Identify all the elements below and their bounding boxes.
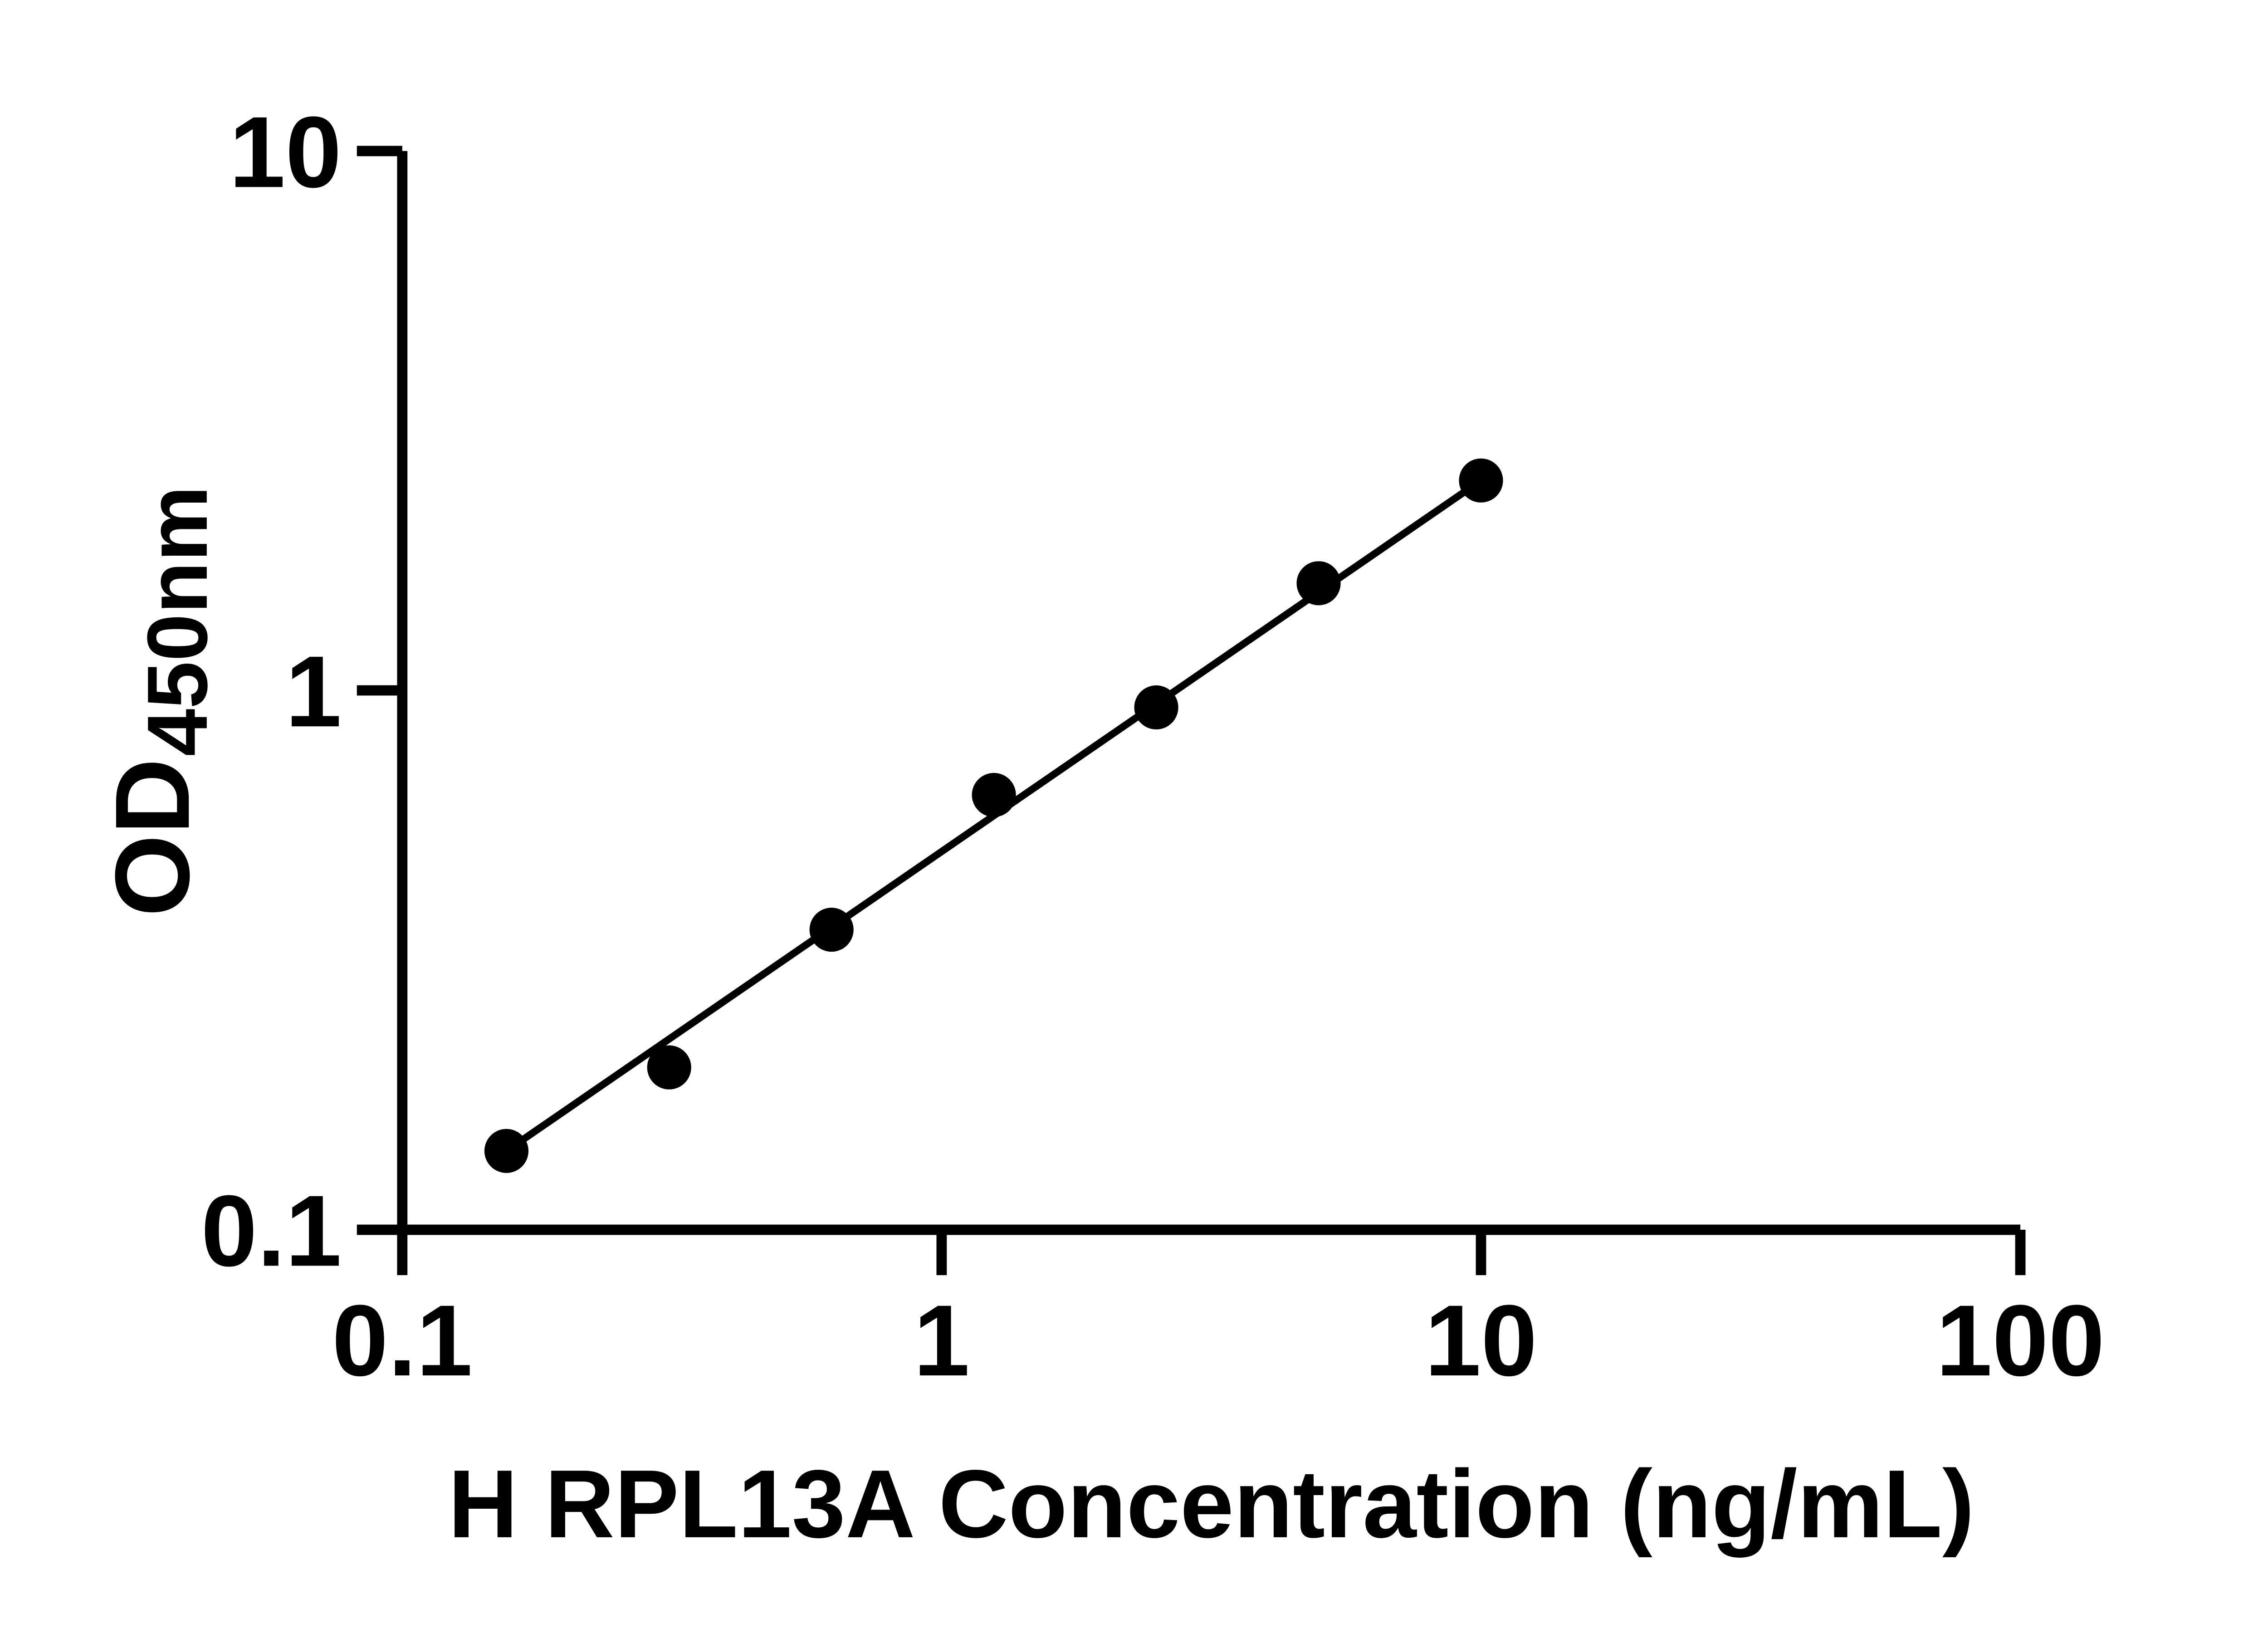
data-point [1134, 685, 1178, 730]
y-axis-title-subscript: 450nm [130, 486, 225, 756]
y-tick-label: 0.1 [201, 1174, 342, 1287]
x-tick-label: 0.1 [332, 1284, 473, 1397]
y-tick-label: 1 [285, 635, 342, 748]
tick-marks [357, 146, 2026, 1276]
data-point [647, 1045, 691, 1090]
x-tick-label: 1 [914, 1284, 970, 1397]
x-tick-label: 100 [1936, 1284, 2105, 1397]
axis-spine [397, 151, 2021, 1235]
tick-labels: 0.1 1 10 100 0.1 1 10 [201, 96, 2105, 1397]
data-point [809, 908, 854, 952]
axes [397, 151, 2021, 1235]
data-point [484, 1129, 529, 1173]
x-axis-title: H RPL13A Concentration (ng/mL) [448, 1450, 1975, 1558]
data-point [972, 772, 1016, 817]
y-axis-title: OD 450nm [93, 486, 225, 917]
y-axis-title-base: OD [93, 758, 211, 917]
data-point [1296, 561, 1341, 606]
plot-area [484, 458, 1503, 1173]
x-tick-label: 10 [1425, 1284, 1537, 1397]
y-tick-label: 10 [229, 96, 342, 209]
data-point [1459, 458, 1503, 503]
